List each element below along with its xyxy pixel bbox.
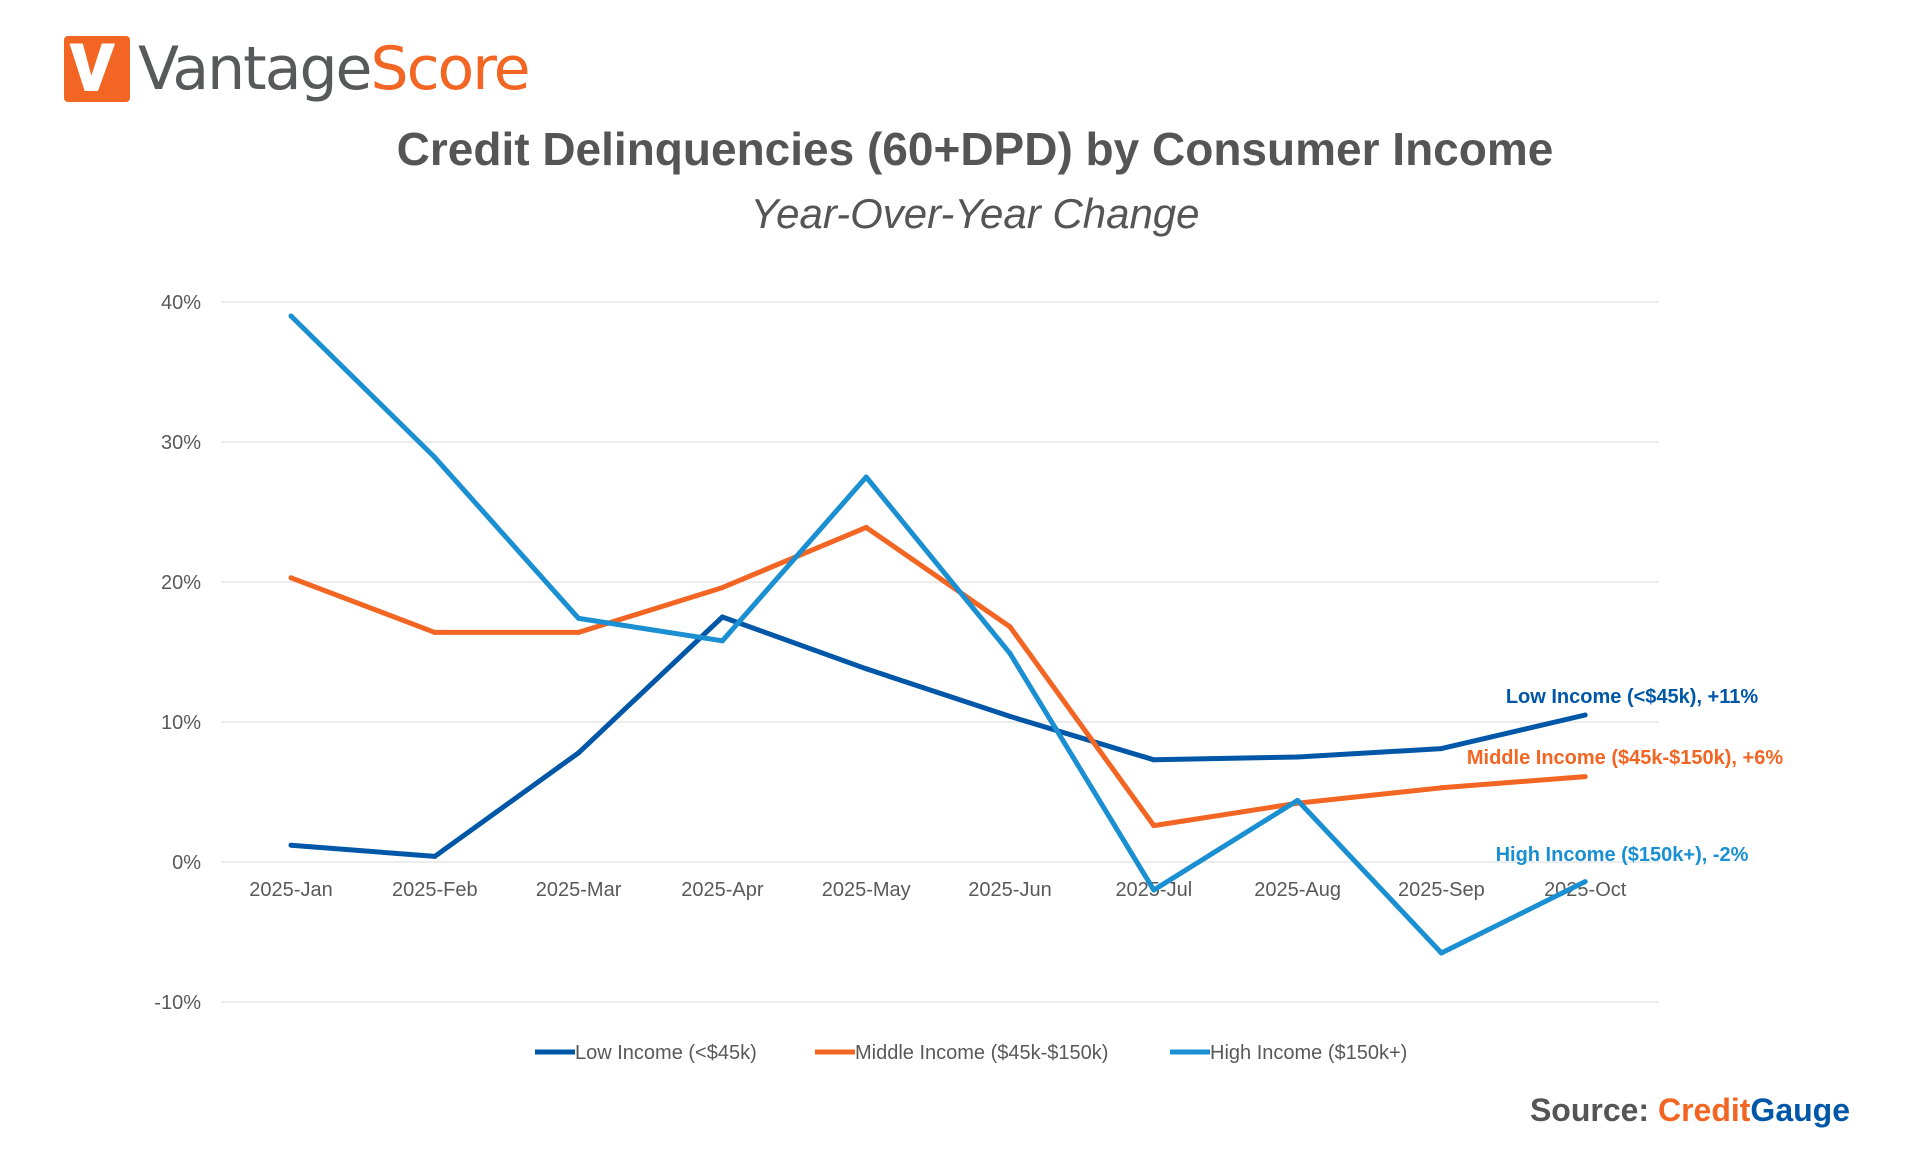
data-point [1151, 823, 1157, 829]
data-point [1582, 712, 1588, 718]
legend-label: Middle Income ($45k-$150k) [855, 1042, 1108, 1064]
x-tick-label: 2025-May [822, 879, 911, 901]
data-point [1438, 746, 1444, 752]
y-tick-label: 40% [161, 292, 201, 314]
x-tick-label: 2025-Apr [681, 879, 764, 901]
series-line [290, 524, 1586, 829]
data-point [432, 629, 438, 635]
vantagescore-logo: VantageScore [64, 34, 531, 104]
data-point [719, 614, 725, 620]
data-point [1295, 797, 1301, 803]
x-tick-label: 2025-Feb [392, 879, 478, 901]
data-point [432, 853, 438, 859]
data-point [1007, 624, 1013, 630]
y-tick-label: 20% [161, 572, 201, 594]
data-point [719, 638, 725, 644]
data-point [1007, 650, 1013, 656]
x-tick-label: 2025-Oct [1544, 879, 1627, 901]
data-point [576, 750, 582, 756]
data-point [1151, 887, 1157, 893]
data-point [1438, 785, 1444, 791]
chart-title: Credit Delinquencies (60+DPD) by Consume… [396, 123, 1554, 175]
source-brand-credit: Credit [1657, 1092, 1751, 1128]
source-brand-gauge: Gauge [1750, 1092, 1850, 1128]
y-tick-label: 30% [161, 432, 201, 454]
y-tick-label: -10% [154, 992, 201, 1014]
data-point [432, 454, 438, 460]
y-tick-label: 10% [161, 712, 201, 734]
series-line [289, 314, 1587, 956]
logo-text: VantageScore [138, 34, 531, 104]
series-line [290, 614, 1586, 859]
data-point [288, 575, 294, 581]
end-label: Middle Income ($45k-$150k), +6% [1467, 747, 1783, 769]
source-credit: Source: CreditGauge [1530, 1092, 1850, 1129]
x-tick-label: 2025-Jun [968, 879, 1051, 901]
data-point [288, 313, 294, 319]
end-label: High Income ($150k+), -2% [1496, 844, 1749, 866]
x-tick-label: 2025-Sep [1398, 879, 1485, 901]
data-point [863, 524, 869, 530]
data-point [1582, 879, 1588, 885]
logo-text-score: Score [370, 34, 530, 104]
legend-label: High Income ($150k+) [1210, 1042, 1407, 1064]
data-point [576, 615, 582, 621]
data-point [1438, 950, 1444, 956]
data-point [863, 474, 869, 480]
source-label: Source: [1529, 1092, 1650, 1128]
data-point [288, 842, 294, 848]
data-point [1295, 754, 1301, 760]
logo-check-mark-icon [64, 36, 130, 102]
end-label: Low Income (<$45k), +11% [1506, 686, 1759, 708]
data-point [1151, 757, 1157, 763]
data-point [863, 666, 869, 672]
x-tick-label: 2025-Mar [536, 879, 622, 901]
y-tick-label: 0% [172, 852, 201, 874]
legend-label: Low Income (<$45k) [575, 1042, 757, 1064]
data-point [576, 629, 582, 635]
x-tick-label: 2025-Jan [249, 879, 332, 901]
x-tick-label: 2025-Aug [1254, 879, 1341, 901]
data-point [719, 585, 725, 591]
data-point [1007, 713, 1013, 719]
logo-text-vantage: Vantage [138, 34, 372, 104]
data-point [1582, 774, 1588, 780]
chart-subtitle: Year-Over-Year Change [750, 190, 1200, 237]
